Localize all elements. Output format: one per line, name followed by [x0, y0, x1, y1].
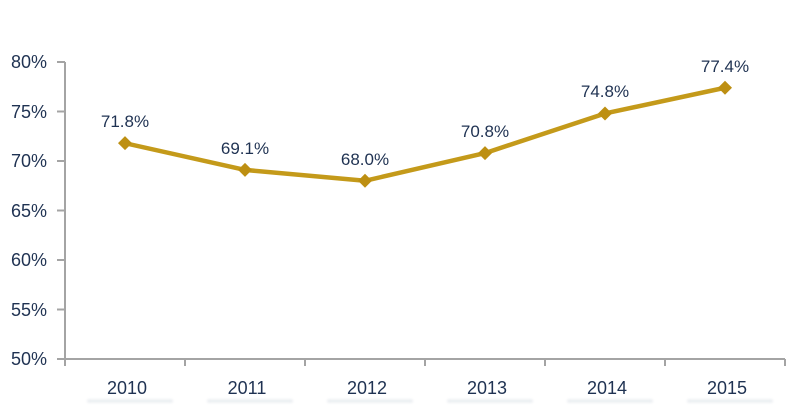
data-point-marker: [718, 80, 732, 95]
clipped-row-ghost: [447, 399, 533, 403]
x-tick-label-2010: 2010: [106, 378, 148, 398]
clipped-row-ghost: [687, 399, 773, 403]
clipped-row-ghost: [327, 399, 413, 403]
data-point-marker: [238, 162, 252, 177]
x-tick-label-2011: 2011: [227, 378, 267, 398]
y-tick-label: 80%: [10, 52, 47, 72]
y-tick-label: 55%: [10, 299, 47, 320]
clipped-row-ghost: [87, 399, 173, 403]
x-tick-label-2015: 2015: [706, 378, 748, 398]
data-point-label: 74.8%: [580, 82, 630, 102]
y-tick-label: 60%: [10, 250, 47, 270]
data-point-marker: [598, 106, 612, 121]
data-point-marker: [358, 173, 372, 188]
data-point-label: 71.8%: [100, 112, 150, 132]
y-tick-label: 50%: [10, 349, 47, 369]
data-point-label: 68.0%: [340, 149, 390, 169]
clipped-row-ghost: [567, 399, 653, 403]
clipped-row-ghost: [207, 399, 293, 403]
y-tick-label: 65%: [10, 200, 47, 221]
data-point-label: 77.4%: [700, 56, 750, 76]
data-point-label: 70.8%: [460, 122, 510, 142]
data-point-label: 69.1%: [220, 138, 270, 158]
data-point-marker: [118, 136, 132, 151]
x-tick-label-2014: 2014: [586, 378, 628, 398]
x-tick-label-2013: 2013: [466, 378, 508, 398]
data-point-marker: [478, 146, 492, 161]
series-line: [122, 85, 728, 184]
x-tick-label-2012: 2012: [346, 378, 388, 398]
y-tick-label: 70%: [10, 151, 47, 171]
y-tick-label: 75%: [10, 101, 47, 122]
